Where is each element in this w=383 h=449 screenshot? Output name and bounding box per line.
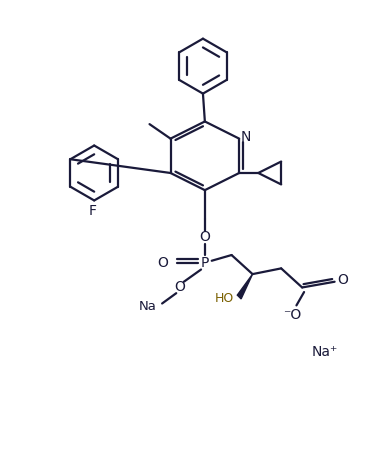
Text: HO: HO: [215, 292, 234, 305]
Text: P: P: [201, 255, 209, 270]
Text: Na: Na: [139, 300, 157, 313]
Text: O: O: [337, 273, 349, 287]
Text: N: N: [241, 130, 251, 144]
Text: F: F: [88, 204, 96, 218]
Text: ⁻O: ⁻O: [283, 308, 302, 322]
Text: Na⁺: Na⁺: [312, 345, 338, 359]
Polygon shape: [237, 274, 252, 299]
Text: O: O: [200, 230, 210, 244]
Text: O: O: [157, 255, 168, 270]
Text: O: O: [175, 281, 185, 295]
